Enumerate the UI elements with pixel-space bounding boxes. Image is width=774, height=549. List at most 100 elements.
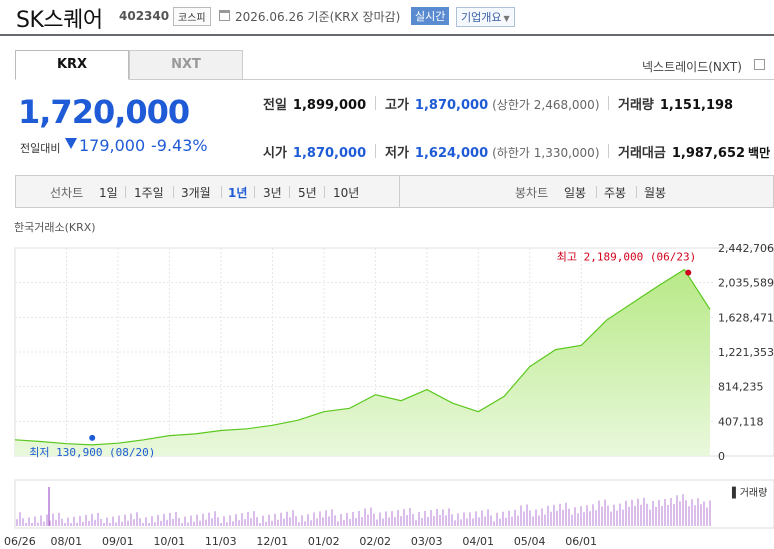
stat-low-value: 1,624,000 bbox=[414, 146, 489, 161]
candle-daily[interactable]: 일봉 bbox=[564, 186, 587, 200]
x-tick-label: 08/01 bbox=[50, 535, 82, 548]
stock-name: SK스퀘어 bbox=[16, 8, 103, 33]
price-markers: 최고 2,189,000 (06/23) 최저 130,900 (08/20) bbox=[29, 251, 696, 459]
tab-krx[interactable]: KRX bbox=[15, 50, 129, 80]
x-tick-label: 05/04 bbox=[514, 535, 546, 548]
volume-frame bbox=[14, 479, 774, 529]
period-divider bbox=[221, 186, 222, 198]
stat-low-label: 저가 bbox=[385, 146, 409, 161]
stat-separator bbox=[375, 96, 376, 110]
stat-upper-limit: (상한가 2,468,000) bbox=[492, 98, 600, 112]
down-triangle-icon bbox=[65, 138, 77, 149]
period-divider bbox=[324, 186, 325, 198]
stat-lower-limit: (하한가 1,330,000) bbox=[492, 146, 600, 160]
high-point bbox=[685, 269, 692, 276]
y-tick-label: 407,118 bbox=[718, 415, 764, 428]
x-tick-label: 06/01 bbox=[565, 535, 597, 548]
stat-volume: 거래량 1,151,198 bbox=[618, 94, 733, 113]
y-tick-label: 0 bbox=[718, 450, 725, 463]
change-percent: -9.43% bbox=[151, 136, 208, 155]
period-divider bbox=[289, 186, 290, 198]
period-1y[interactable]: 1년 bbox=[228, 186, 248, 200]
stat-prev-value: 1,899,000 bbox=[292, 98, 367, 113]
candle-weekly[interactable]: 주봉 bbox=[604, 186, 627, 200]
change-value: 179,000 bbox=[79, 136, 146, 155]
volume-chart: ▌거래량 bbox=[14, 479, 774, 529]
x-tick-label: 11/03 bbox=[205, 535, 237, 548]
stat-prev: 전일 1,899,000 bbox=[263, 94, 366, 113]
period-1d[interactable]: 1일 bbox=[99, 186, 118, 200]
stat-amount-label: 거래대금 bbox=[618, 146, 666, 161]
tab-divider bbox=[243, 79, 774, 80]
stat-open: 시가 1,870,000 bbox=[263, 142, 366, 161]
x-tick-label: 01/02 bbox=[308, 535, 340, 548]
volume-label: ▌거래량 bbox=[731, 486, 767, 499]
calendar-icon bbox=[219, 10, 230, 21]
y-tick-label: 2,442,706 bbox=[718, 242, 774, 255]
period-5y[interactable]: 5년 bbox=[298, 186, 317, 200]
period-3y[interactable]: 3년 bbox=[263, 186, 282, 200]
stat-prev-label: 전일 bbox=[263, 98, 287, 113]
stat-amount-value: 1,987,652 bbox=[671, 146, 746, 161]
low-annotation: 최저 130,900 (08/20) bbox=[29, 446, 155, 459]
low-point bbox=[89, 434, 96, 441]
x-tick-label: 03/03 bbox=[411, 535, 443, 548]
y-tick-label: 1,221,353 bbox=[718, 346, 774, 359]
stat-high-value: 1,870,000 bbox=[414, 98, 489, 113]
current-price: 1,720,000 bbox=[18, 93, 190, 131]
x-tick-label: 06/26 bbox=[4, 535, 36, 548]
y-tick-label: 1,628,471 bbox=[718, 311, 774, 324]
corp-info-label: 기업개요 bbox=[461, 11, 502, 24]
period-divider bbox=[125, 186, 126, 198]
x-axis: 06/26 08/01 09/01 10/01 11/03 12/01 01/02 02/02… bbox=[4, 535, 597, 548]
x-tick-label: 09/01 bbox=[102, 535, 134, 548]
x-tick-label: 10/01 bbox=[153, 535, 185, 548]
candle-monthly[interactable]: 월봉 bbox=[644, 186, 667, 200]
area-fill bbox=[15, 269, 710, 456]
chevron-down-icon: ▼ bbox=[503, 14, 510, 23]
base-date: 2026.06.26 기준(KRX 장마감) bbox=[235, 10, 401, 24]
nextrade-link[interactable]: 넥스트레이드(NXT) bbox=[642, 60, 742, 74]
stat-volume-value: 1,151,198 bbox=[659, 98, 734, 113]
x-tick-label: 12/01 bbox=[256, 535, 288, 548]
period-1w[interactable]: 1주일 bbox=[134, 186, 164, 200]
y-tick-label: 2,035,589 bbox=[718, 277, 774, 290]
price-line bbox=[14, 268, 711, 446]
stock-header: SK스퀘어 402340 코스피 2026.06.26 기준(KRX 장마감) … bbox=[0, 0, 774, 36]
stat-high: 고가 1,870,000 (상한가 2,468,000) bbox=[385, 94, 600, 113]
stat-separator bbox=[375, 144, 376, 158]
period-divider bbox=[254, 186, 255, 198]
realtime-button[interactable]: 실시간 bbox=[411, 7, 450, 25]
period-3m[interactable]: 3개월 bbox=[181, 186, 211, 200]
stat-open-value: 1,870,000 bbox=[292, 146, 367, 161]
change-label: 전일대비 bbox=[20, 142, 61, 155]
stat-separator bbox=[608, 144, 609, 158]
line-chart-label: 선차트 bbox=[50, 186, 84, 200]
stat-separator bbox=[608, 96, 609, 110]
market-badge: 코스피 bbox=[173, 7, 211, 26]
x-tick-label: 02/02 bbox=[359, 535, 391, 548]
y-axis: 2,442,706 2,035,589 1,628,471 1,221,353 814,… bbox=[718, 242, 774, 463]
high-annotation: 최고 2,189,000 (06/23) bbox=[557, 251, 696, 264]
period-bar: 선차트 1일 1주일 3개월 1년 3년 5년 10년 봉차트 일봉 주봉 월봉 bbox=[15, 175, 774, 208]
y-tick-label: 814,235 bbox=[718, 381, 764, 394]
stat-volume-label: 거래량 bbox=[618, 98, 654, 113]
stat-amount: 거래대금 1,987,652 백만 bbox=[618, 142, 770, 161]
period-divider bbox=[596, 186, 597, 198]
stat-open-label: 시가 bbox=[263, 146, 287, 161]
chart-source: 한국거래소(KRX) bbox=[14, 221, 96, 234]
period-divider bbox=[636, 186, 637, 198]
period-10y[interactable]: 10년 bbox=[333, 186, 360, 200]
candle-chart-label: 봉차트 bbox=[515, 186, 549, 200]
stat-high-label: 고가 bbox=[385, 98, 409, 113]
x-tick-label: 04/01 bbox=[462, 535, 494, 548]
stat-amount-unit: 백만 bbox=[748, 146, 771, 160]
stat-low: 저가 1,624,000 (하한가 1,330,000) bbox=[385, 142, 600, 161]
corp-info-dropdown[interactable]: 기업개요 ▼ bbox=[456, 7, 515, 27]
period-divider bbox=[173, 186, 174, 198]
price-area bbox=[14, 268, 711, 456]
tab-nxt[interactable]: NXT bbox=[129, 50, 243, 80]
stock-code: 402340 bbox=[119, 9, 170, 23]
nextrade-checkbox[interactable] bbox=[754, 59, 765, 70]
